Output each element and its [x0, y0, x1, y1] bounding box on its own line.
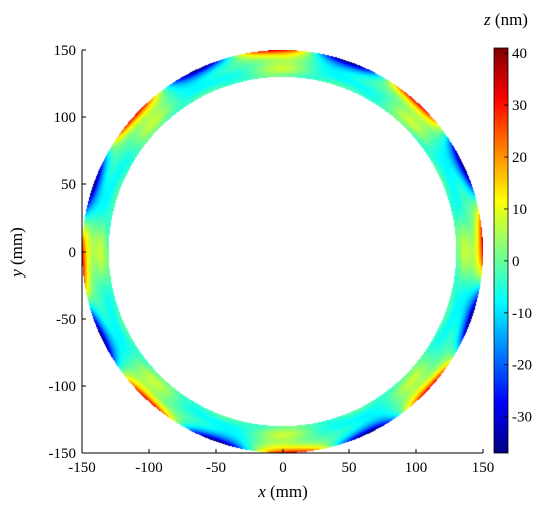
y-tick-label: -50	[56, 312, 76, 328]
colorbar-variable: z	[483, 10, 491, 29]
colorbar-tick-label: 10	[512, 202, 527, 218]
x-tick-label: -150	[68, 460, 96, 476]
y-axis-unit: (mm)	[7, 227, 26, 269]
y-tick-label: -150	[49, 446, 77, 462]
y-axis-label: y (mm)	[7, 227, 26, 279]
colorbar-tick-label: -20	[512, 358, 532, 374]
y-axis-variable: y	[7, 269, 26, 279]
colorbar	[493, 47, 509, 454]
colorbar-tick-label: 20	[512, 150, 527, 166]
heatmap-surface	[82, 50, 483, 453]
x-tick-label: 100	[405, 460, 428, 476]
colorbar-tick-label: 40	[512, 46, 527, 62]
colorbar-tick-label: -10	[512, 306, 532, 322]
x-axis-unit: (mm)	[266, 482, 308, 501]
y-tick-label: 100	[54, 110, 77, 126]
x-tick-label: -50	[206, 460, 226, 476]
colorbar-tick-group: 40 30 20 10 0 -10 -20 -30	[504, 46, 532, 426]
colorbar-tick-label: 30	[512, 98, 527, 114]
y-tick-label: -100	[49, 379, 77, 395]
x-axis-label: x (mm)	[257, 482, 308, 501]
colorbar-tick-label: -30	[512, 410, 532, 426]
x-tick-label: 50	[342, 460, 357, 476]
x-tick-label: -100	[135, 460, 163, 476]
y-tick-group: 150 100 50 0 -50 -100 -150	[49, 43, 86, 462]
y-tick-label: 0	[69, 245, 77, 261]
y-tick-label: 150	[54, 43, 77, 59]
x-tick-label: 150	[472, 460, 495, 476]
colorbar-label: z (nm)	[483, 10, 528, 29]
x-axis-variable: x	[257, 482, 266, 501]
y-tick-label: 50	[61, 177, 76, 193]
x-tick-group: -150 -100 -50 0 50 100 150	[68, 449, 494, 476]
colorbar-tick-label: 0	[512, 254, 520, 270]
x-tick-label: 0	[279, 460, 287, 476]
colorbar-unit: (nm)	[491, 10, 528, 29]
